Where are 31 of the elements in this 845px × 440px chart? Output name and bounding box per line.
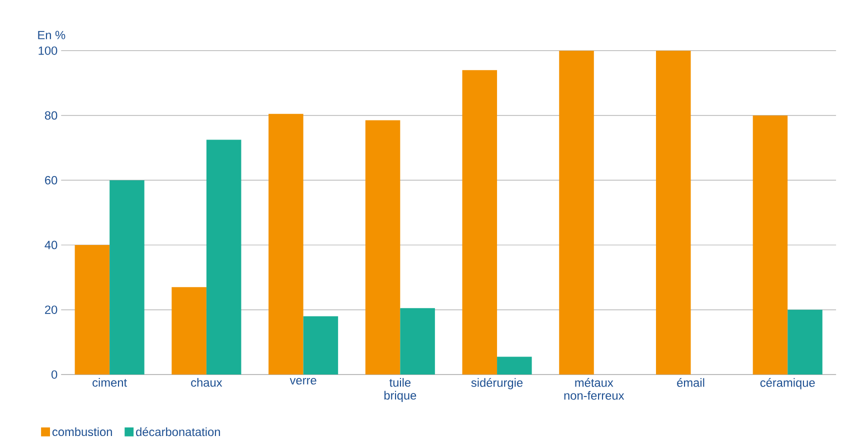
y-tick-label: 80 — [44, 111, 58, 120]
x-tick-label: chaux — [191, 378, 222, 387]
bar — [788, 310, 822, 374]
x-tick-label: sidérurgie — [471, 378, 523, 390]
y-axis-title: En % — [38, 30, 66, 40]
y-tick-label: 60 — [45, 176, 58, 184]
bar — [365, 120, 400, 374]
bar — [303, 316, 338, 374]
bar — [400, 308, 435, 374]
y-tick-label: 0 — [52, 370, 58, 379]
bar — [172, 287, 206, 374]
x-tick-label: ciment — [92, 378, 127, 387]
legend-label: combustion — [52, 427, 112, 436]
y-tick-label: 20 — [45, 306, 58, 314]
legend-label: décarbonatation — [136, 427, 220, 436]
x-tick-label: tuile brique — [384, 378, 416, 402]
x-tick-label: verre — [290, 378, 316, 384]
x-tick-label: émail — [677, 378, 704, 387]
x-tick-label: métaux non-ferreux — [564, 378, 624, 400]
bar — [268, 114, 304, 374]
bar — [74, 244, 110, 374]
bar — [462, 70, 498, 374]
bar — [110, 180, 144, 374]
bar — [656, 50, 691, 374]
bar — [752, 115, 788, 374]
bar — [497, 356, 532, 374]
bar — [206, 140, 242, 374]
bar — [559, 50, 594, 374]
y-tick-label: 100 — [38, 46, 58, 55]
x-tick-label: céramique — [760, 378, 815, 390]
y-tick-label: 40 — [44, 240, 58, 250]
